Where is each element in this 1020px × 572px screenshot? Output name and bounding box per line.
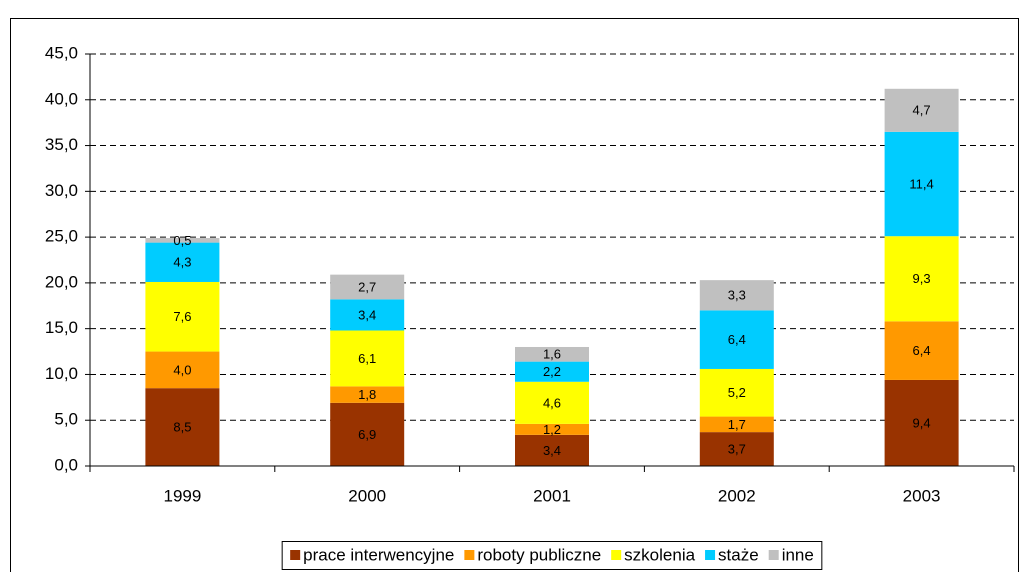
y-tick-label: 10,0 — [45, 364, 78, 383]
bar-segment — [145, 351, 220, 389]
y-tick-label: 35,0 — [45, 135, 78, 154]
y-tick-label: 30,0 — [45, 181, 78, 200]
bar-segment — [699, 310, 774, 369]
value-label: 6,4 — [728, 332, 746, 347]
x-tick-label: 2002 — [718, 486, 756, 505]
legend-label: staże — [718, 545, 759, 564]
bar-segment — [884, 321, 959, 380]
y-tick-label: 5,0 — [54, 410, 78, 429]
value-label: 6,9 — [358, 427, 376, 442]
value-label: 1,2 — [543, 422, 561, 437]
value-label: 3,3 — [728, 288, 746, 303]
y-tick-label: 25,0 — [45, 227, 78, 246]
value-label: 3,7 — [728, 441, 746, 456]
legend-swatch — [611, 550, 622, 560]
value-label: 6,4 — [913, 343, 931, 358]
value-label: 0,5 — [173, 233, 191, 248]
legend-box — [281, 541, 823, 570]
bar-segment — [515, 381, 589, 424]
value-label: 8,5 — [173, 420, 191, 435]
bar-segment — [699, 432, 774, 466]
y-tick-label: 0,0 — [54, 455, 78, 474]
value-label: 6,1 — [358, 351, 376, 366]
x-tick-label: 2001 — [533, 486, 571, 505]
value-label: 2,7 — [358, 279, 376, 294]
value-label: 4,0 — [173, 362, 191, 377]
value-label: 9,4 — [913, 415, 931, 430]
bar-segment — [145, 281, 220, 352]
value-label: 4,6 — [543, 395, 561, 410]
value-label: 1,7 — [728, 417, 746, 432]
value-label: 9,3 — [913, 271, 931, 286]
bar-segment — [515, 361, 589, 382]
legend-swatch — [705, 550, 716, 560]
legend-swatch — [290, 550, 301, 560]
bar-segment — [330, 274, 405, 300]
value-label: 2,2 — [543, 364, 561, 379]
value-label: 5,2 — [728, 385, 746, 400]
legend-label: inne — [782, 545, 814, 564]
bar-segment — [699, 280, 774, 311]
legend-label: roboty publiczne — [477, 545, 601, 564]
bar-segment — [884, 88, 959, 132]
legend: prace interwencyjne roboty publiczne szkol… — [281, 541, 823, 570]
value-label: 3,4 — [358, 307, 376, 322]
y-tick-label: 40,0 — [45, 89, 78, 108]
value-label: 4,3 — [173, 255, 191, 270]
bar-segment — [145, 388, 220, 466]
bar-segment — [330, 330, 405, 387]
x-tick-label: 2003 — [903, 486, 941, 505]
x-tick-label: 2000 — [348, 486, 386, 505]
bar-segment — [515, 346, 589, 362]
value-label: 1,6 — [543, 347, 561, 362]
y-tick-label: 45,0 — [45, 43, 78, 62]
bar-segment — [699, 416, 774, 433]
value-label: 7,6 — [173, 309, 191, 324]
value-label: 3,4 — [543, 443, 561, 458]
bar-segment — [884, 236, 959, 322]
bar-segment — [330, 299, 405, 331]
bar-segment — [884, 131, 959, 237]
y-tick-label: 15,0 — [45, 318, 78, 337]
bar-segment — [884, 379, 959, 466]
bar-segment — [515, 423, 589, 435]
value-label: 1,8 — [358, 387, 376, 402]
legend-swatch — [464, 550, 475, 560]
bar-segment — [330, 386, 405, 403]
bar-segment — [145, 238, 220, 243]
value-label: 11,4 — [909, 176, 933, 191]
legend-swatch — [768, 550, 779, 560]
bar-segment — [330, 402, 405, 466]
bar-segment — [145, 242, 220, 282]
bar-segment — [699, 368, 774, 417]
x-tick-label: 1999 — [163, 486, 201, 505]
legend-label: prace interwencyjne — [303, 545, 454, 564]
value-label: 4,7 — [913, 103, 931, 118]
legend-label: szkolenia — [624, 545, 695, 564]
y-tick-label: 20,0 — [45, 272, 78, 291]
bar-segment — [515, 434, 589, 466]
